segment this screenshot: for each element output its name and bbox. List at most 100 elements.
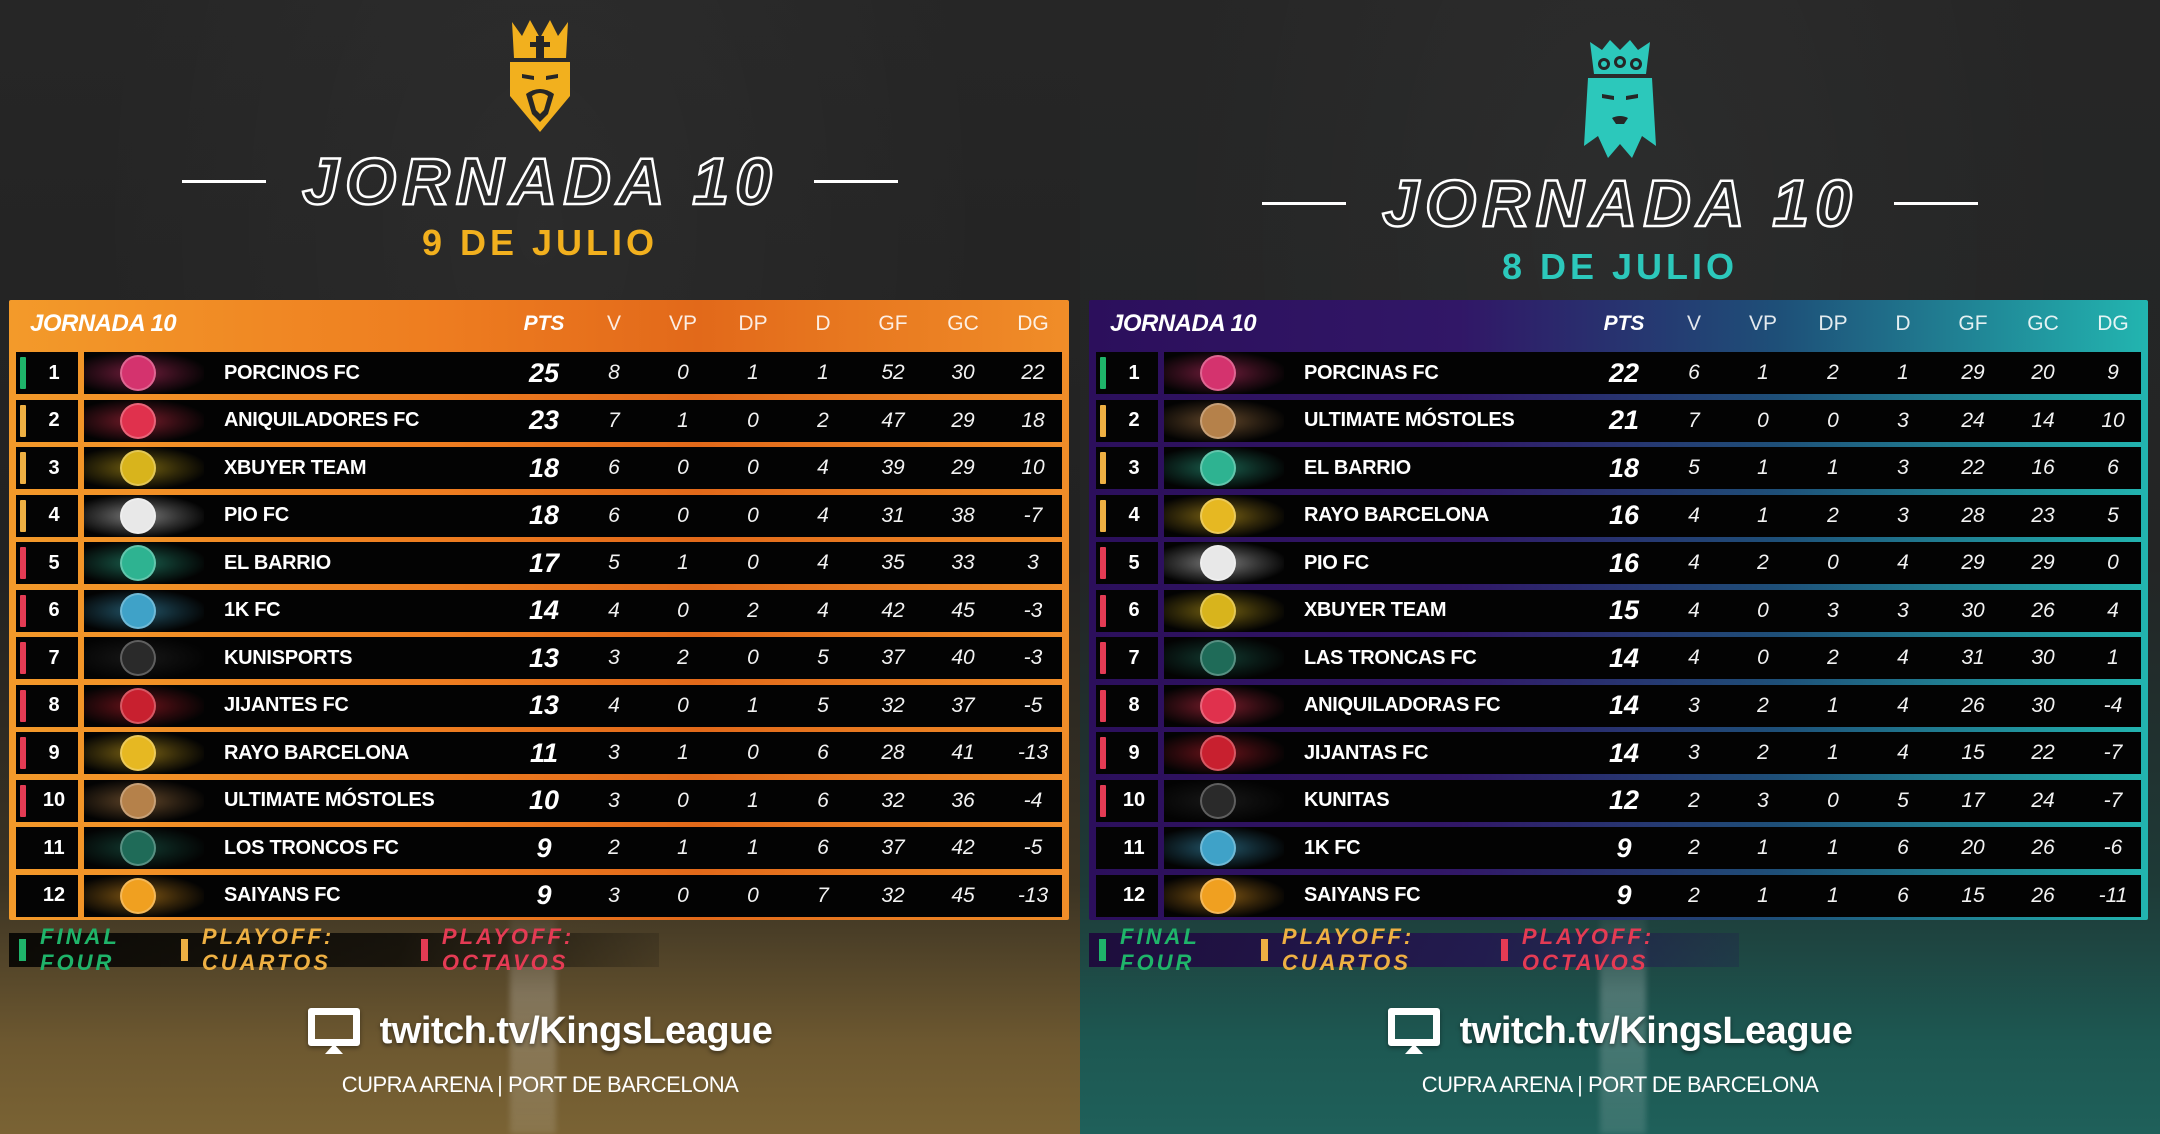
team-name: 1K FC <box>224 599 281 621</box>
porcinos-logo-icon <box>120 355 156 391</box>
position: 6 <box>1128 599 1140 621</box>
stat-v: 6 <box>608 503 620 527</box>
legend-label: PLAYOFF: OCTAVOS <box>1521 924 1655 975</box>
stat-vp: 0 <box>1757 598 1769 622</box>
queens-league-panel: JORNADA 10 8 DE JULIO JORNADA 10 PTS V VP D… <box>1080 0 2160 1134</box>
stat-v: 3 <box>608 646 620 669</box>
stat-vp: 1 <box>1757 836 1769 859</box>
stat-dg: 5 <box>2107 503 2119 527</box>
stat-dp: 1 <box>1827 836 1839 859</box>
legend: FINAL FOUR PLAYOFF: CUARTOS PLAYOFF: OCT… <box>1089 924 1739 975</box>
twitch-link[interactable]: twitch.tv/KingsLeague <box>0 1008 1080 1054</box>
stat-dg: 10 <box>1021 456 1045 479</box>
team-cell: JIJANTES FC 13 4 0 1 5 32 37 -5 <box>84 684 1062 727</box>
team-name: EL BARRIO <box>224 551 331 574</box>
stat-dg: 22 <box>1021 361 1045 384</box>
table-row: 4 RAYO BARCELONA 16 4 1 2 3 28 23 5 <box>1096 494 2141 537</box>
team-name: SAIYANS FC <box>1304 884 1421 906</box>
column-header-dg: DG <box>2097 312 2129 335</box>
stat-gf: 37 <box>881 836 905 859</box>
divider <box>813 179 898 183</box>
stat-gf: 37 <box>881 646 905 669</box>
table-body: 1 PORCINOS FC 25 8 0 1 1 52 30 22 2 ANIQUILADORE… <box>16 352 1062 917</box>
title-row: JORNADA 10 <box>0 147 1080 215</box>
zone-indicator <box>20 452 26 484</box>
position-cell: 11 <box>1096 827 1158 869</box>
legend-item: PLAYOFF: OCTAVOS <box>420 924 633 976</box>
stat-d: 4 <box>1897 551 1909 574</box>
stat-gc: 30 <box>2031 693 2055 717</box>
stat-d: 5 <box>1897 788 1909 812</box>
stat-dp: 1 <box>747 361 759 384</box>
stat-dg: 10 <box>2101 408 2125 432</box>
stat-dp: 0 <box>747 883 759 907</box>
position-cell: 12 <box>16 874 78 917</box>
position-cell: 7 <box>1096 637 1158 679</box>
legend-swatch <box>1260 939 1268 961</box>
table-row: 6 1K FC 14 4 0 2 4 42 45 -3 <box>16 589 1062 632</box>
table-row: 3 EL BARRIO 18 5 1 1 3 22 16 6 <box>1096 447 2141 489</box>
xbuyer-logo-icon <box>1200 592 1236 629</box>
stat-pts: 9 <box>1616 880 1632 910</box>
stat-v: 4 <box>1688 503 1700 527</box>
stat-vp: 2 <box>677 646 689 669</box>
stat-gc: 16 <box>2031 456 2055 479</box>
team-name: PORCINOS FC <box>224 361 360 384</box>
1k-logo-icon <box>1200 830 1236 866</box>
stat-gc: 26 <box>2031 883 2055 907</box>
stat-vp: 1 <box>677 551 689 574</box>
team-name: KUNITAS <box>1304 789 1390 811</box>
zone-indicator <box>1100 404 1106 437</box>
stat-vp: 2 <box>1757 551 1769 574</box>
column-header-gf: GF <box>1958 312 1988 335</box>
team-cell: LOS TRONCOS FC 9 2 1 1 6 37 42 -5 <box>84 827 1062 869</box>
stat-d: 6 <box>817 741 829 764</box>
stat-gf: 20 <box>1961 836 1985 859</box>
stat-v: 2 <box>1688 788 1700 812</box>
position-cell: 1 <box>1096 352 1158 394</box>
position-cell: 8 <box>1096 684 1158 727</box>
stat-gc: 45 <box>951 598 975 622</box>
team-cell: LAS TRONCAS FC 14 4 0 2 4 31 30 1 <box>1164 637 2141 679</box>
stat-gc: 29 <box>2031 551 2055 574</box>
position: 8 <box>1128 694 1140 716</box>
legend-swatch <box>1099 939 1107 961</box>
twitch-link[interactable]: twitch.tv/KingsLeague <box>1080 1008 2160 1054</box>
stat-vp: 1 <box>677 836 689 859</box>
stat-v: 6 <box>1688 361 1700 384</box>
column-header-vp: VP <box>668 312 697 335</box>
team-cell: EL BARRIO 18 5 1 1 3 22 16 6 <box>1164 447 2141 489</box>
stat-gf: 24 <box>1961 408 1985 432</box>
position: 5 <box>48 551 60 574</box>
stat-dg: -13 <box>1017 883 1049 907</box>
table-header: JORNADA 10 PTS V VP DP D GF GC DG <box>16 300 1062 348</box>
position: 1 <box>48 361 60 384</box>
column-header-dg: DG <box>1017 312 1049 335</box>
stat-vp: 1 <box>677 741 689 764</box>
stat-gf: 26 <box>1961 693 1985 717</box>
tv-icon <box>1387 1008 1440 1054</box>
table-row: 5 PIO FC 16 4 2 0 4 29 29 0 <box>1096 542 2141 584</box>
position-cell: 5 <box>1096 542 1158 584</box>
position-cell: 9 <box>16 732 78 774</box>
position-cell: 10 <box>16 779 78 822</box>
twitch-url[interactable]: twitch.tv/KingsLeague <box>379 1009 773 1052</box>
stat-vp: 1 <box>1757 883 1769 907</box>
team-name: KUNISPORTS <box>224 646 353 669</box>
ultimate-logo-icon <box>120 782 156 819</box>
team-name: 1K FC <box>1304 836 1361 859</box>
team-cell: ULTIMATE MÓSTOLES 21 7 0 0 3 24 14 10 <box>1164 399 2141 442</box>
stat-d: 2 <box>817 408 829 432</box>
team-name: ULTIMATE MÓSTOLES <box>224 789 435 811</box>
position-cell: 4 <box>16 494 78 537</box>
stat-dp: 2 <box>1827 646 1839 669</box>
team-name: EL BARRIO <box>1304 456 1411 479</box>
stat-pts: 18 <box>1608 452 1640 483</box>
stat-d: 4 <box>817 503 829 527</box>
twitch-url[interactable]: twitch.tv/KingsLeague <box>1459 1009 1853 1052</box>
stat-gc: 30 <box>951 361 975 384</box>
stat-vp: 0 <box>677 503 689 527</box>
queen-crest-icon <box>1584 40 1656 158</box>
aniquiladores-logo-icon <box>120 402 156 439</box>
legend-item: PLAYOFF: CUARTOS <box>1260 924 1475 976</box>
